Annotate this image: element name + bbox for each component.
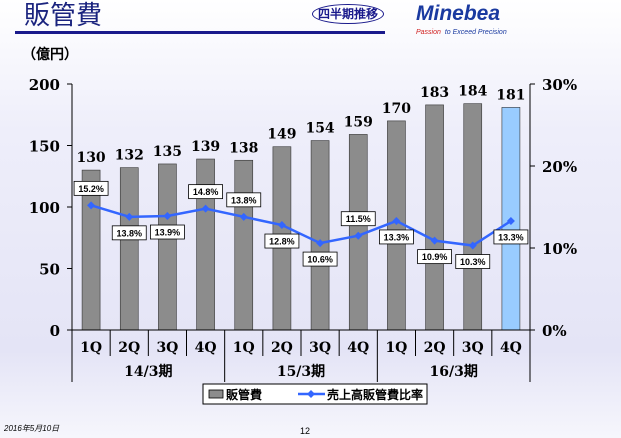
bar [425, 104, 444, 331]
ratio-marker [239, 212, 248, 221]
y-tick-label: 50 [39, 261, 60, 279]
ratio-line [90, 204, 512, 247]
x-tick-label: 3Q [462, 340, 484, 356]
ratio-marker [277, 221, 286, 230]
x-tick-label: 2Q [118, 340, 140, 356]
legend-line-marker [307, 390, 315, 398]
logo-tagline: Passion to Exceed Precision [416, 28, 507, 37]
ratio-label-box [226, 192, 262, 208]
legend-bar-label: 販管費 [226, 387, 262, 402]
bar-value-label: 184 [458, 84, 487, 100]
ratio-label-box [73, 180, 109, 196]
bar [119, 167, 139, 331]
y2-tick-label: 20% [542, 158, 577, 176]
y2-tick-label: 30% [542, 76, 577, 94]
bar-value-label: 181 [496, 87, 525, 103]
tagline-a: Passion [416, 29, 441, 36]
ratio-marker [392, 216, 401, 225]
ratio-label: 10.6% [307, 255, 333, 265]
x-tick-label: 1Q [80, 340, 102, 356]
ratio-marker [316, 239, 325, 248]
bar-value-label: 183 [420, 85, 449, 101]
bar-value-label: 159 [344, 114, 373, 130]
x-tick-label: 1Q [385, 340, 407, 356]
ratio-marker [163, 212, 172, 221]
ratio-label: 13.3% [498, 232, 524, 242]
ratio-marker [430, 236, 439, 245]
y-tick-label: 0 [50, 322, 60, 340]
ratio-label-box [188, 184, 223, 200]
ratio-label: 12.8% [269, 237, 295, 247]
ratio-label: 11.5% [346, 214, 371, 224]
page-title: 販管費 [24, 1, 103, 31]
group-label: 14/3期 [124, 364, 172, 380]
ratio-marker [87, 201, 96, 210]
ratio-label: 13.8% [116, 228, 142, 238]
bar [463, 103, 483, 331]
x-tick-label: 2Q [424, 340, 446, 356]
x-tick-label: 4Q [500, 340, 522, 356]
ratio-label-box [111, 225, 147, 241]
bar-value-label: 139 [191, 139, 220, 155]
x-tick-label: 4Q [347, 340, 369, 356]
bar-value-label: 135 [153, 144, 182, 160]
period-badge: 四半期推移 [312, 4, 384, 24]
ratio-label: 10.9% [422, 252, 448, 262]
ratio-label-box [417, 249, 452, 265]
ratio-label: 14.8% [193, 187, 219, 197]
tagline-b: to Exceed Precision [442, 29, 507, 36]
y-tick-label: 100 [29, 199, 60, 217]
legend-line-label: 売上高販管費比率 [327, 387, 423, 402]
y2-tick-label: 10% [542, 240, 577, 258]
bar-value-label: 149 [267, 127, 296, 143]
ratio-marker [506, 216, 515, 225]
ratio-label: 10.3% [460, 257, 486, 267]
ratio-label-box [150, 224, 185, 240]
ratio-marker [201, 204, 210, 213]
ratio-marker [125, 212, 134, 221]
ratio-label: 13.8% [231, 195, 257, 205]
y-tick-label: 200 [29, 76, 60, 94]
bar [234, 159, 254, 331]
group-label: 16/3期 [429, 364, 477, 380]
legend-bar-swatch [208, 389, 224, 399]
ratio-label-box [379, 229, 414, 245]
ratio-label-box [264, 233, 300, 249]
bar-value-label: 154 [305, 121, 334, 137]
ratio-label: 13.9% [155, 228, 181, 238]
ratio-label-box [302, 251, 338, 267]
bar-value-label: 170 [382, 101, 411, 117]
x-tick-label: 2Q [271, 340, 293, 356]
x-tick-label: 3Q [156, 340, 178, 356]
ratio-label-box [340, 211, 376, 227]
x-tick-label: 3Q [309, 340, 331, 356]
ratio-label: 13.3% [384, 232, 410, 242]
ratio-label-box [493, 229, 529, 245]
bar-value-label: 132 [115, 148, 144, 164]
page-number: 12 [300, 426, 311, 436]
unit-label: （億円） [22, 46, 78, 62]
ratio-marker [468, 241, 477, 250]
footer-date: 2016年5月10日 [4, 424, 60, 433]
y2-tick-label: 0% [542, 322, 567, 340]
bar [158, 163, 177, 331]
bar [310, 140, 330, 331]
bar-value-label: 138 [229, 140, 258, 156]
x-tick-label: 1Q [233, 340, 255, 356]
y-tick-label: 150 [29, 138, 60, 156]
x-tick-label: 4Q [195, 340, 217, 356]
bar-value-label: 130 [76, 150, 105, 166]
company-logo: Minebea [416, 2, 501, 25]
ratio-label-box [455, 254, 491, 269]
title-rule [15, 31, 385, 34]
group-label: 15/3期 [277, 364, 325, 380]
ratio-marker [354, 231, 363, 240]
ratio-label: 15.2% [78, 184, 104, 194]
